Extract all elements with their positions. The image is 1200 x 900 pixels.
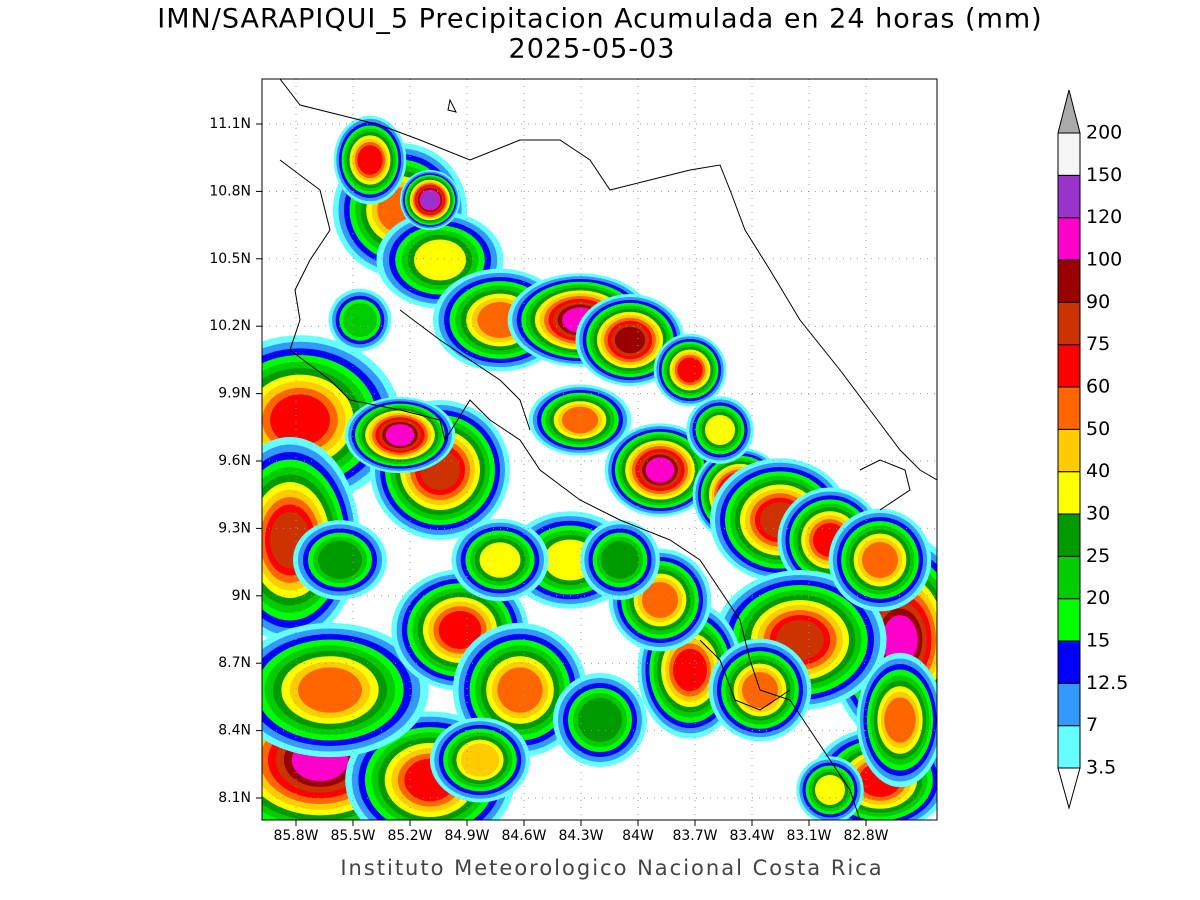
precip-contour (677, 357, 703, 383)
precip-contour (479, 542, 521, 578)
lon-label: 84.3W (558, 828, 603, 844)
precip-contour (497, 667, 543, 713)
precip-contour (614, 326, 646, 354)
lat-label: 10.5N (209, 251, 251, 267)
colorbar-label: 120 (1086, 206, 1122, 228)
colorbar-segment (1057, 301, 1081, 346)
colorbar-label: 50 (1086, 418, 1110, 440)
colorbar-segment (1057, 471, 1081, 515)
precip-contour (673, 648, 707, 692)
colorbar-above (1057, 89, 1081, 134)
lat-label: 8.4N (218, 723, 251, 739)
colorbar-segment (1057, 640, 1081, 684)
lon-label: 84.6W (501, 828, 546, 844)
lon-label: 83.4W (729, 828, 774, 844)
lat-label: 10.2N (209, 318, 251, 334)
colorbar-label: 20 (1086, 587, 1110, 609)
precip-contour (385, 424, 415, 446)
lon-label: 84.9W (444, 828, 489, 844)
lon-label: 83.1W (786, 828, 831, 844)
precip-contour (438, 610, 482, 650)
footer: Instituto Meteorologico Nacional Costa R… (340, 856, 883, 880)
colorbar-label: 100 (1086, 249, 1122, 271)
precip-contour (414, 239, 466, 281)
precip-contour (642, 582, 678, 618)
colorbar-segment (1057, 132, 1081, 176)
precip-contour (318, 541, 362, 579)
coastlines (279, 79, 937, 820)
precip-contour (578, 698, 622, 742)
lat-label: 8.1N (218, 790, 251, 806)
map-frame (261, 78, 938, 821)
colorbar-label: 40 (1086, 460, 1110, 482)
lon-label: 82.8W (843, 828, 888, 844)
colorbar-label: 3.5 (1086, 757, 1116, 779)
precip-contour (421, 191, 439, 209)
lat-label: 9N (232, 588, 251, 604)
precip-contour (460, 743, 500, 777)
precip-contour (882, 615, 918, 665)
colorbar-segment (1057, 555, 1081, 600)
precip-contour (705, 415, 735, 445)
colorbar-segment (1057, 682, 1081, 727)
grid: 11.1N 10.8N 10.5N 10.2N 9.9N 9.6N 9.3N 9N 8.7N 8.… (209, 79, 937, 844)
precip-contour (645, 457, 675, 483)
colorbar: 3.5 7 12.5 15 20 25 30 40 50 60 75 90 100 120 150 200 (1057, 89, 1128, 810)
lon-label: 85.2W (387, 828, 432, 844)
lat-label: 9.3N (218, 520, 251, 536)
colorbar-segment (1057, 259, 1081, 303)
precip-contour (298, 667, 362, 713)
lat-label: 9.6N (218, 453, 251, 469)
precip-contour (270, 394, 330, 446)
precip-contour (342, 302, 378, 338)
precip-contour (815, 775, 845, 805)
colorbar-label: 200 (1086, 122, 1122, 144)
lat-label: 9.9N (218, 386, 251, 402)
lat-label: 10.8N (209, 183, 251, 199)
title: IMN/SARAPIQUI_5 Precipitacion Acumulada … (157, 4, 1042, 35)
colorbar-label: 30 (1086, 503, 1110, 525)
colorbar-label: 15 (1086, 630, 1110, 652)
colorbar-segment (1057, 344, 1081, 388)
lat-label: 11.1N (209, 116, 251, 132)
colorbar-segment (1057, 386, 1081, 430)
colorbar-label: 150 (1086, 164, 1122, 186)
colorbar-label: 60 (1086, 376, 1110, 398)
precip-contour (884, 697, 916, 743)
colorbar-label: 12.5 (1086, 672, 1128, 694)
lon-label: 83.7W (672, 828, 717, 844)
colorbar-segment (1057, 725, 1081, 769)
precip-field (262, 115, 937, 820)
precip-contour (862, 542, 898, 578)
lon-label: 85.8W (273, 828, 318, 844)
subtitle: 2025-05-03 (509, 34, 676, 65)
lat-label: 8.7N (218, 655, 251, 671)
precip-contour (562, 406, 598, 434)
precip-contour (601, 541, 639, 579)
precip-contour (357, 145, 383, 175)
colorbar-segment (1057, 174, 1081, 219)
lon-label: 84W (622, 828, 654, 844)
lon-label: 85.5W (330, 828, 375, 844)
colorbar-below (1057, 767, 1081, 810)
colorbar-segment (1057, 598, 1081, 642)
colorbar-segment (1057, 217, 1081, 261)
colorbar-label: 75 (1086, 333, 1110, 355)
colorbar-label: 90 (1086, 291, 1110, 313)
colorbar-label: 7 (1086, 714, 1098, 736)
colorbar-segment (1057, 513, 1081, 557)
colorbar-label: 25 (1086, 545, 1110, 567)
colorbar-segment (1057, 428, 1081, 473)
